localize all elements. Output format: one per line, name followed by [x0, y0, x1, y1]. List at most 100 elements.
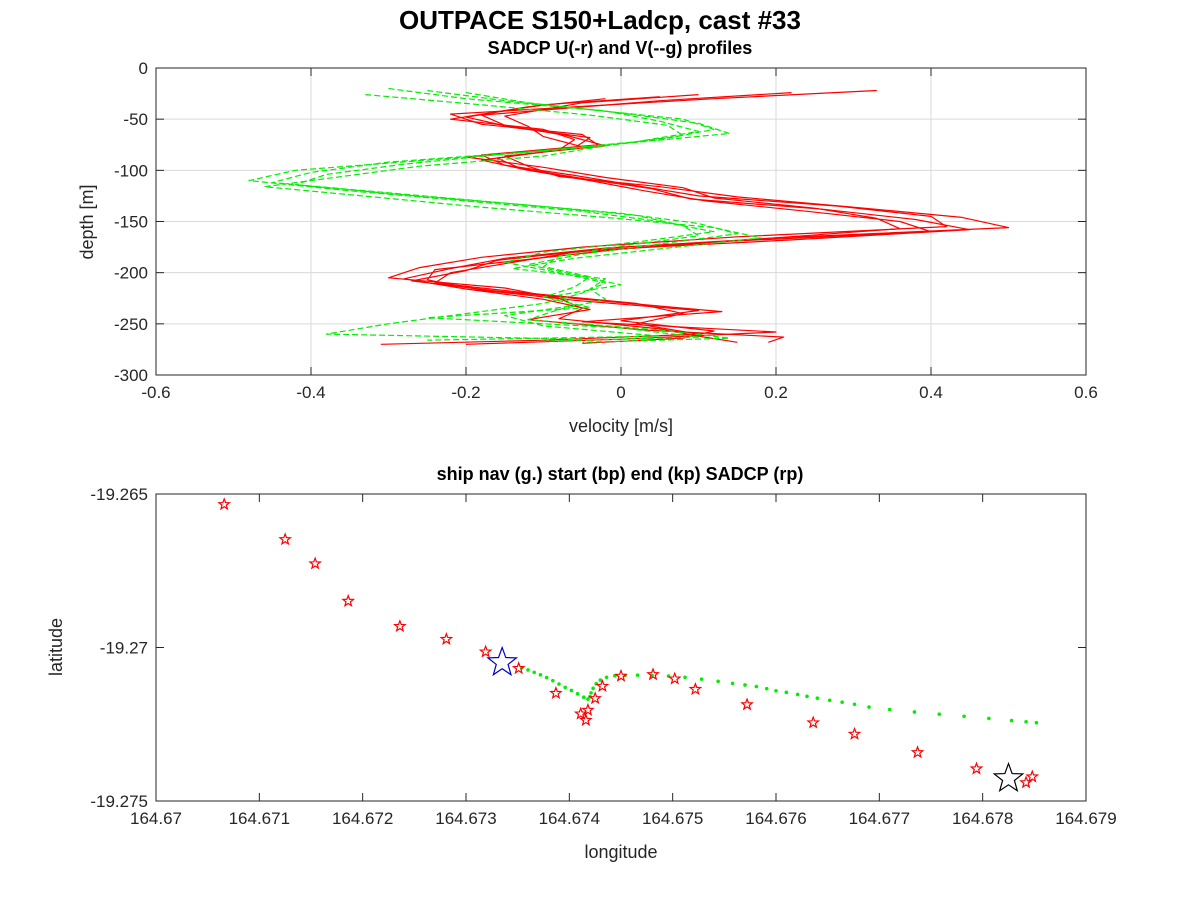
sadcp-star-marker	[573, 706, 588, 720]
velocity-plot-title: SADCP U(-r) and V(--g) profiles	[488, 38, 753, 58]
nav-x-tick-label: 164.678	[952, 809, 1013, 828]
sadcp-star-marker	[910, 745, 925, 759]
ship-nav-point	[937, 712, 942, 716]
ship-nav-point	[1024, 719, 1028, 724]
ship-nav-point	[683, 675, 687, 680]
ship-nav-point	[598, 678, 603, 682]
nav-x-tick-label: 164.674	[539, 809, 600, 828]
ship-nav-point	[716, 679, 720, 684]
ship-nav-point	[743, 683, 747, 687]
nav-x-tick-label: 164.671	[229, 809, 290, 828]
sadcp-star-marker	[217, 497, 232, 511]
ship-nav-point	[699, 677, 704, 681]
sadcp-star-marker	[588, 691, 603, 705]
velocity-ticks: -0.6 -0.4 -0.2 0 0.2 0.4 0.6 0 -50 -100 -150 -200 -2…	[114, 59, 1098, 402]
velocity-y-tick-label: -100	[114, 161, 148, 180]
sadcp-star-marker	[806, 715, 821, 729]
sadcp-star-marker	[595, 678, 610, 693]
sadcp-star-marker	[478, 644, 493, 658]
nav-y-label: latitude	[46, 618, 66, 676]
ship-nav-point	[551, 678, 555, 683]
sadcp-star-marker	[614, 668, 628, 682]
ship-nav-point	[754, 684, 759, 689]
sadcp-star-marker	[393, 619, 407, 633]
nav-x-tick-label: 164.675	[642, 809, 703, 828]
sadcp-star-marker	[667, 671, 682, 685]
ship-nav-point	[557, 682, 561, 686]
velocity-x-tick-label: -0.2	[451, 383, 480, 402]
start-star-marker	[486, 645, 519, 677]
ship-nav-point	[604, 675, 609, 680]
nav-plot-title: ship nav (g.) start (bp) end (kp) SADCP …	[437, 464, 804, 484]
sadcp-star-marker	[847, 726, 862, 740]
ship-nav-axes: ship nav (g.) start (bp) end (kp) SADCP …	[46, 464, 1117, 862]
sadcp-star-marker	[688, 682, 703, 696]
ship-nav-point	[569, 688, 574, 693]
nav-x-tick-label: 164.67	[130, 809, 182, 828]
nav-ticks: 164.67 164.671 164.672 164.673 164.674 164.67…	[90, 485, 1116, 828]
sadcp-star-marker	[511, 661, 526, 675]
ship-nav-point	[582, 695, 586, 700]
u-profile-line	[380, 98, 932, 345]
velocity-y-tick-label: -200	[114, 264, 148, 283]
u-profile-line	[426, 94, 901, 344]
ship-nav-point	[544, 675, 549, 680]
ship-nav-point	[563, 685, 567, 690]
ship-nav-point	[764, 686, 769, 691]
velocity-x-tick-label: -0.4	[296, 383, 325, 402]
ship-nav-point	[887, 707, 892, 712]
sadcp-star-marker	[549, 686, 563, 700]
ship-nav-point	[532, 670, 536, 675]
sadcp-star-marker	[646, 667, 660, 681]
ship-nav-point	[774, 688, 778, 693]
ship-nav-point	[1034, 720, 1039, 725]
velocity-x-tick-label: 0.6	[1074, 383, 1098, 402]
velocity-y-tick-label: 0	[139, 59, 148, 78]
ship-nav-point	[805, 694, 809, 699]
u-profile-line	[411, 96, 971, 345]
ship-nav-point	[815, 696, 820, 700]
nav-x-tick-label: 164.672	[332, 809, 393, 828]
ship-nav-point	[1009, 718, 1014, 723]
sadcp-star-marker	[308, 556, 322, 570]
velocity-x-label: velocity [m/s]	[569, 416, 673, 436]
v-profile-line	[294, 92, 731, 342]
figure-title: OUTPACE S150+Ladcp, cast #33	[399, 5, 801, 35]
sadcp-star-marker	[969, 761, 984, 775]
nav-x-tick-label: 164.679	[1055, 809, 1116, 828]
nav-x-tick-label: 164.676	[745, 809, 806, 828]
ship-nav-point	[538, 673, 543, 677]
nav-x-label: longitude	[584, 842, 657, 862]
sadcp-star-marker	[1025, 769, 1040, 783]
ship-nav-point	[795, 692, 800, 697]
velocity-x-tick-label: 0.4	[919, 383, 943, 402]
nav-x-tick-label: 164.673	[435, 809, 496, 828]
ship-nav-point	[912, 710, 917, 714]
nav-axes-box	[155, 493, 1087, 802]
velocity-y-tick-label: -300	[114, 366, 148, 385]
nav-x-tick-label: 164.677	[849, 809, 910, 828]
u-profile-line	[403, 92, 1010, 343]
velocity-x-tick-label: -0.6	[141, 383, 170, 402]
ship-nav-point	[867, 705, 871, 709]
sadcp-star-marker	[278, 532, 293, 546]
velocity-x-tick-label: 0	[616, 383, 625, 402]
v-profile-line	[271, 89, 738, 341]
velocity-grid	[156, 68, 1086, 375]
nav-y-tick-label: -19.27	[100, 639, 148, 658]
v-profile-line	[248, 87, 715, 340]
ship-nav-point	[730, 681, 735, 686]
ship-nav-point	[526, 668, 530, 672]
velocity-profile-axes: SADCP U(-r) and V(--g) profiles -0.6 -0.4…	[77, 38, 1098, 436]
sadcp-star-marker	[740, 697, 754, 711]
ship-nav-point	[586, 697, 590, 701]
velocity-y-label: depth [m]	[77, 184, 97, 259]
sadcp-star-marker	[581, 702, 595, 716]
ship-nav-point	[575, 692, 580, 696]
ship-nav-point	[784, 690, 789, 695]
end-star-marker	[992, 761, 1025, 793]
v-profile-line	[263, 94, 762, 343]
velocity-x-tick-label: 0.2	[764, 383, 788, 402]
